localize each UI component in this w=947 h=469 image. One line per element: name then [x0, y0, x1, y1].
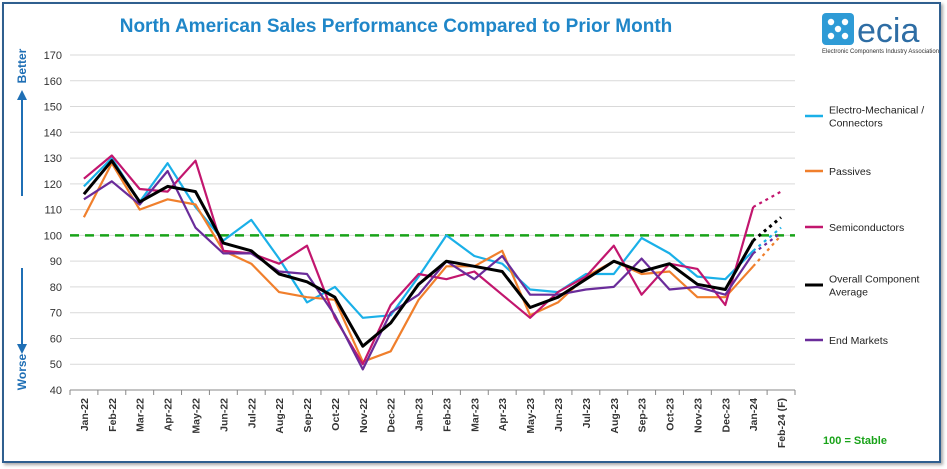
logo-subtitle: Electronic Components Industry Associati…	[822, 49, 939, 55]
y-tick-label: 130	[44, 153, 62, 165]
forecast-segment	[752, 234, 782, 268]
series-4	[82, 159, 783, 348]
y-axis: 40 50 60 70 80 90 100 110 120 130 140 150 160 170	[44, 50, 62, 397]
x-axis: Jan-22 Feb-22 Mar-22 Apr-22 May-22 Jun-22 Jul-…	[69, 389, 796, 448]
x-tick-label: Sep-23	[637, 398, 649, 433]
y-tick-label: 90	[50, 256, 62, 268]
series-3	[83, 154, 782, 366]
x-tick-label: Sep-22	[302, 398, 314, 433]
worse-indicator: Worse	[15, 268, 29, 390]
x-tick-label: Mar-23	[469, 398, 481, 432]
chart-title: North American Sales Performance Compare…	[120, 16, 673, 37]
x-tick-label: Apr-22	[163, 398, 175, 431]
series-line	[83, 157, 754, 319]
forecast-segment	[752, 231, 782, 255]
x-tick-label: Jul-22	[246, 398, 258, 429]
legend-label: Passives	[829, 166, 871, 178]
forecast-segment	[752, 216, 783, 242]
legend-label: End Markets	[829, 335, 888, 347]
y-tick-label: 120	[44, 179, 62, 191]
x-tick-label: May-23	[525, 398, 537, 434]
x-tick-label: Nov-22	[358, 398, 370, 433]
x-tick-label: Aug-23	[609, 398, 621, 434]
x-tick-label: Nov-23	[692, 398, 704, 433]
series-line	[82, 162, 755, 363]
y-tick-label: 110	[44, 205, 62, 217]
x-tick-label: Aug-22	[274, 398, 286, 434]
y-tick-label: 60	[50, 333, 62, 345]
gridlines	[70, 54, 795, 391]
x-tick-label: Jul-23	[581, 398, 593, 429]
y-tick-label: 50	[50, 359, 62, 371]
worse-label: Worse	[15, 353, 29, 390]
series-1	[83, 157, 782, 319]
y-tick-label: 80	[50, 282, 62, 294]
logo-wordmark: ecia	[857, 12, 919, 50]
x-tick-label: Jun-23	[553, 398, 565, 432]
series-5	[83, 169, 782, 371]
down-arrow-icon	[17, 344, 27, 354]
legend-label: Electro-Mechanical / Connectors	[829, 105, 924, 130]
x-tick-label: Jan-22	[79, 398, 91, 431]
up-arrow-icon	[17, 90, 27, 100]
forecast-segment	[752, 190, 782, 209]
better-indicator: Better	[15, 48, 29, 196]
legend-label: Semiconductors	[829, 222, 904, 234]
y-tick-label: 150	[44, 102, 62, 114]
y-tick-label: 100	[44, 230, 62, 242]
series-line	[83, 154, 755, 366]
x-tick-label: Feb-24 (F)	[776, 398, 788, 448]
x-tick-label: Jan-23	[414, 398, 426, 431]
y-tick-label: 70	[50, 308, 62, 320]
x-tick-label: Jun-22	[218, 398, 230, 432]
series-line	[83, 169, 755, 371]
legend-label: Overall Component Average	[829, 274, 920, 299]
x-tick-label: Feb-23	[441, 398, 453, 432]
forecast-segment	[752, 226, 782, 252]
series-2	[82, 162, 782, 363]
y-tick-label: 170	[44, 50, 62, 62]
legend: Electro-Mechanical / Connectors Passives Se…	[805, 105, 924, 347]
chart-frame	[2, 2, 941, 463]
stable-note: 100 = Stable	[823, 435, 887, 447]
x-tick-label: May-22	[190, 398, 202, 434]
x-tick-label: Oct-23	[665, 398, 677, 431]
y-tick-label: 40	[50, 385, 62, 397]
x-tick-label: Mar-22	[135, 398, 147, 432]
x-tick-label: Oct-22	[330, 398, 342, 431]
x-tick-label: Jan-24	[748, 398, 760, 431]
x-tick-label: Feb-22	[107, 398, 119, 432]
y-tick-label: 140	[44, 127, 62, 139]
x-tick-label: Dec-23	[720, 398, 732, 433]
better-label: Better	[15, 48, 29, 83]
y-tick-label: 160	[44, 76, 62, 88]
x-tick-label: Apr-23	[497, 398, 509, 431]
ecia-logo: ecia Electronic Components Industry Asso…	[822, 12, 939, 55]
x-tick-label: Dec-22	[386, 398, 398, 433]
series-group	[82, 154, 783, 371]
series-line	[82, 159, 755, 348]
